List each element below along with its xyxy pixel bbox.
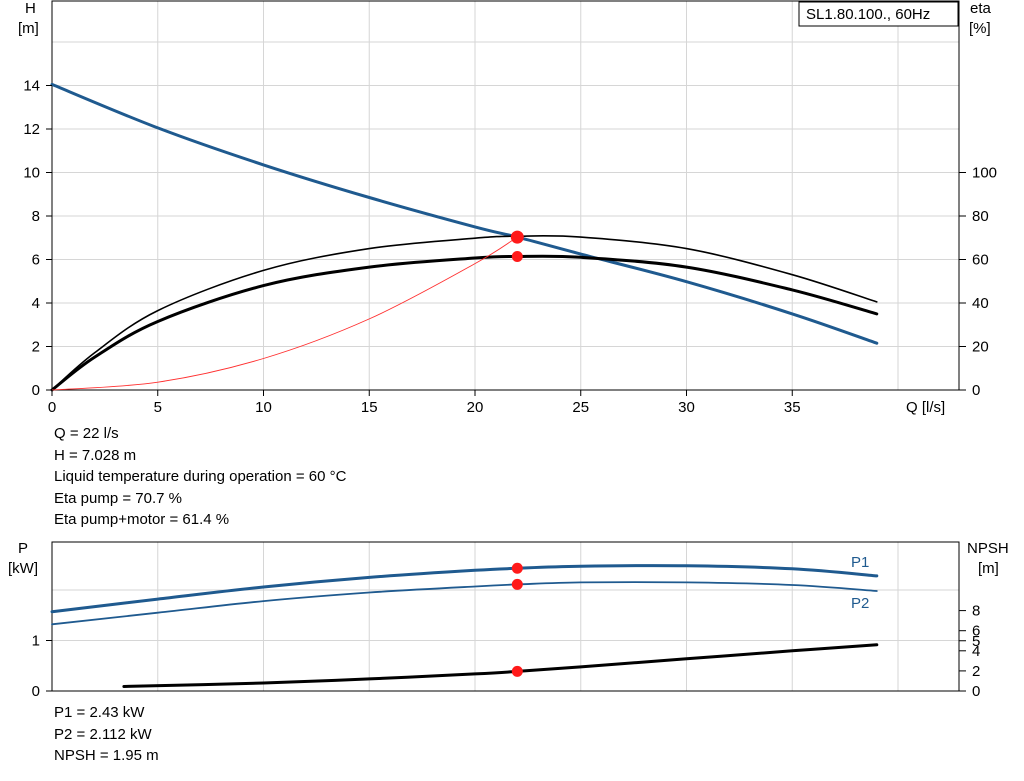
operating-point-marker xyxy=(511,250,523,262)
system-curve xyxy=(51,236,518,391)
p1-curve xyxy=(50,564,879,614)
x-tick-label: 25 xyxy=(572,399,589,416)
npsh-tick-label: 0 xyxy=(972,683,980,700)
y-right-label-line2: [%] xyxy=(969,20,991,37)
y-right-tick-label: 60 xyxy=(972,252,989,269)
npsh-tick-label: 5 xyxy=(972,633,980,650)
p-label-line1: P xyxy=(18,540,28,557)
p2-series-label: P2 xyxy=(851,595,869,612)
x-tick-label: 5 xyxy=(154,399,162,416)
top-series xyxy=(50,82,879,392)
y-right-tick-label: 0 xyxy=(972,382,980,399)
y-left-label-line1: H xyxy=(25,0,36,17)
legend-text: SL1.80.100., 60Hz xyxy=(806,6,930,23)
power-point-marker xyxy=(511,562,523,574)
y-right-label-line1: eta xyxy=(970,0,992,17)
flow-readout: Q = 22 l/s xyxy=(54,425,119,442)
y-left-tick-label: 12 xyxy=(23,121,40,138)
npsh-label-line2: [m] xyxy=(978,560,999,577)
x-tick-label: 20 xyxy=(467,399,484,416)
eta-pump-motor-curve xyxy=(50,254,879,392)
npsh-tick-label: 2 xyxy=(972,663,980,680)
npsh-tick-label: 8 xyxy=(972,603,980,620)
top-markers xyxy=(510,230,524,262)
p2-curve xyxy=(51,581,878,626)
temperature-readout: Liquid temperature during operation = 60… xyxy=(54,468,347,486)
head-readout: H = 7.028 m xyxy=(54,446,137,464)
top-ticks: 0 5 10 15 20 25 30 35 0 2 4 6 8 10 12 14 0 20 40 60 80 100 xyxy=(23,78,997,417)
eta-pump-curve xyxy=(51,234,878,391)
bottom-series xyxy=(50,564,879,688)
p-tick-label: 0 xyxy=(32,683,40,700)
eta-total-readout: Eta pump+motor = 61.4 % xyxy=(54,511,230,529)
x-tick-label: 0 xyxy=(48,399,56,416)
npsh-label-line1: NPSH xyxy=(967,540,1009,557)
head-curve xyxy=(50,82,879,345)
y-left-tick-label: 10 xyxy=(23,165,40,182)
y-left-tick-label: 8 xyxy=(32,208,40,225)
y-left-label-line2: [m] xyxy=(18,20,39,37)
x-tick-label: 30 xyxy=(678,399,695,416)
eta-pump-readout: Eta pump = 70.7 % xyxy=(54,489,182,507)
bottom-plot-frame xyxy=(51,541,960,692)
power-point-marker xyxy=(511,665,523,677)
y-left-tick-label: 14 xyxy=(23,78,40,95)
npsh-readout: NPSH = 1.95 m xyxy=(54,747,159,765)
power-point-marker xyxy=(511,578,523,590)
bottom-ticks: 0 1 0 2 456 8 xyxy=(32,603,981,700)
y-left-tick-label: 0 xyxy=(32,382,40,399)
bottom-grid xyxy=(52,542,959,691)
y-left-tick-label: 6 xyxy=(32,252,40,269)
x-tick-label: 35 xyxy=(784,399,801,416)
power-info: P1 = 2.43 kW P2 = 2.112 kW NPSH = 1.95 m xyxy=(54,702,159,767)
y-right-tick-label: 20 xyxy=(972,339,989,356)
x-tick-label: 15 xyxy=(361,399,378,416)
p-label-line2: [kW] xyxy=(8,560,38,577)
x-tick-label: 10 xyxy=(255,399,272,416)
y-right-tick-label: 80 xyxy=(972,208,989,225)
npsh-tick-label: 4 xyxy=(972,643,980,660)
operating-point-marker xyxy=(510,230,524,244)
npsh-curve xyxy=(122,643,879,688)
operating-point-info: Q = 22 l/s H = 7.028 m Liquid temperatur… xyxy=(54,423,346,531)
npsh-tick-label: 6 xyxy=(972,623,980,640)
y-right-tick-label: 40 xyxy=(972,295,989,312)
legend-box: SL1.80.100., 60Hz xyxy=(798,1,959,27)
top-grid xyxy=(52,1,959,390)
p1-readout: P1 = 2.43 kW xyxy=(54,704,145,721)
y-right-tick-label: 100 xyxy=(972,165,997,182)
p-tick-label: 1 xyxy=(32,633,40,650)
y-left-tick-label: 4 xyxy=(32,295,40,312)
y-left-tick-label: 2 xyxy=(32,339,40,356)
p1-series-label: P1 xyxy=(851,554,869,571)
p2-readout: P2 = 2.112 kW xyxy=(54,725,152,743)
x-axis-label: Q [l/s] xyxy=(906,399,945,416)
bottom-markers xyxy=(511,562,523,677)
top-plot-frame xyxy=(51,0,960,391)
